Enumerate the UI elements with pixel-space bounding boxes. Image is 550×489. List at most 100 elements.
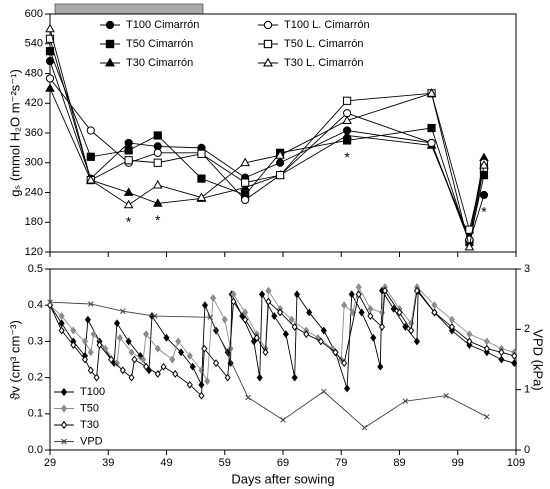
marker bbox=[465, 225, 474, 234]
marker bbox=[204, 377, 211, 386]
marker bbox=[293, 290, 301, 299]
marker bbox=[60, 421, 68, 429]
marker bbox=[431, 308, 438, 317]
marker bbox=[240, 182, 250, 191]
marker bbox=[128, 348, 135, 357]
marker bbox=[58, 326, 65, 335]
legend-label: T50 Cimarrón bbox=[126, 38, 193, 50]
series-line bbox=[49, 301, 488, 429]
y2-tick-label: 1 bbox=[524, 384, 530, 396]
y-tick-label: 480 bbox=[25, 67, 43, 79]
legend-label: T50 L. Cimarrón bbox=[284, 38, 363, 50]
marker bbox=[426, 88, 437, 97]
y-tick-label: 120 bbox=[25, 246, 43, 258]
marker bbox=[45, 83, 55, 92]
y-tick-label: 540 bbox=[25, 38, 43, 50]
marker bbox=[280, 417, 286, 423]
marker bbox=[464, 241, 475, 251]
marker bbox=[197, 174, 206, 183]
x-tick-label: 49 bbox=[160, 457, 172, 469]
marker bbox=[96, 341, 103, 349]
marker bbox=[124, 156, 133, 165]
marker bbox=[154, 370, 161, 378]
legend-label: T100 Cimarrón bbox=[126, 19, 199, 31]
marker bbox=[303, 330, 310, 339]
marker bbox=[498, 355, 505, 364]
marker bbox=[263, 20, 273, 30]
x-tick-label: 109 bbox=[507, 457, 525, 469]
marker bbox=[265, 286, 272, 295]
marker bbox=[250, 337, 257, 346]
marker bbox=[108, 355, 115, 364]
marker bbox=[60, 388, 68, 396]
marker bbox=[113, 359, 121, 368]
y-axis-label: gₛ (mmol H₂O m⁻²s⁻¹) bbox=[7, 69, 22, 197]
marker bbox=[105, 39, 115, 49]
marker bbox=[258, 290, 266, 299]
marker bbox=[358, 308, 365, 317]
marker bbox=[105, 20, 115, 30]
marker bbox=[81, 355, 88, 364]
marker bbox=[349, 308, 356, 317]
marker bbox=[256, 373, 263, 382]
legend-label: T100 bbox=[80, 386, 105, 398]
y-tick-label: 360 bbox=[25, 127, 43, 139]
marker bbox=[128, 373, 135, 382]
marker bbox=[402, 322, 409, 331]
marker bbox=[88, 301, 94, 307]
marker bbox=[329, 344, 336, 353]
x-tick-label: 29 bbox=[44, 457, 56, 469]
y-tick-label: 0.0 bbox=[28, 444, 43, 456]
y-tick-label: 420 bbox=[25, 97, 43, 109]
marker bbox=[70, 341, 77, 349]
marker bbox=[466, 337, 473, 346]
marker bbox=[153, 148, 162, 157]
annotation: * bbox=[344, 149, 350, 165]
x-tick-label: 79 bbox=[335, 457, 347, 469]
marker bbox=[332, 348, 339, 357]
x-tick-label: 69 bbox=[277, 457, 289, 469]
marker bbox=[230, 297, 237, 306]
marker bbox=[45, 74, 55, 83]
marker bbox=[119, 366, 126, 375]
marker bbox=[511, 351, 518, 360]
series-line bbox=[49, 88, 485, 239]
period-bar bbox=[54, 3, 204, 15]
marker bbox=[154, 344, 161, 353]
legend-label: VPD bbox=[80, 435, 103, 447]
marker bbox=[390, 304, 397, 313]
y-tick-label: 0.3 bbox=[28, 335, 43, 347]
marker bbox=[153, 158, 162, 167]
marker bbox=[81, 337, 88, 346]
marker bbox=[152, 179, 163, 189]
marker bbox=[245, 394, 251, 401]
y-tick-label: 180 bbox=[25, 216, 43, 228]
marker bbox=[348, 290, 355, 299]
marker bbox=[448, 315, 455, 324]
y2-tick-label: 3 bbox=[524, 263, 530, 275]
marker bbox=[320, 326, 327, 335]
marker bbox=[265, 297, 272, 306]
marker bbox=[242, 315, 249, 324]
marker bbox=[85, 174, 96, 184]
marker bbox=[140, 355, 147, 364]
x-tick-label: 89 bbox=[393, 457, 405, 469]
series-line bbox=[49, 289, 515, 389]
series-line bbox=[49, 51, 485, 244]
x-tick-label: 99 bbox=[452, 457, 464, 469]
legend-label: T30 L. Cimarrón bbox=[284, 57, 363, 69]
marker bbox=[131, 355, 138, 364]
marker bbox=[288, 315, 295, 324]
marker bbox=[355, 290, 362, 299]
marker bbox=[498, 348, 505, 357]
marker bbox=[124, 146, 133, 155]
marker bbox=[396, 308, 403, 317]
marker bbox=[212, 359, 220, 368]
marker bbox=[178, 348, 185, 357]
marker bbox=[172, 370, 179, 378]
marker bbox=[355, 283, 362, 292]
marker bbox=[120, 308, 126, 314]
marker bbox=[201, 344, 208, 353]
series-line bbox=[49, 289, 515, 397]
